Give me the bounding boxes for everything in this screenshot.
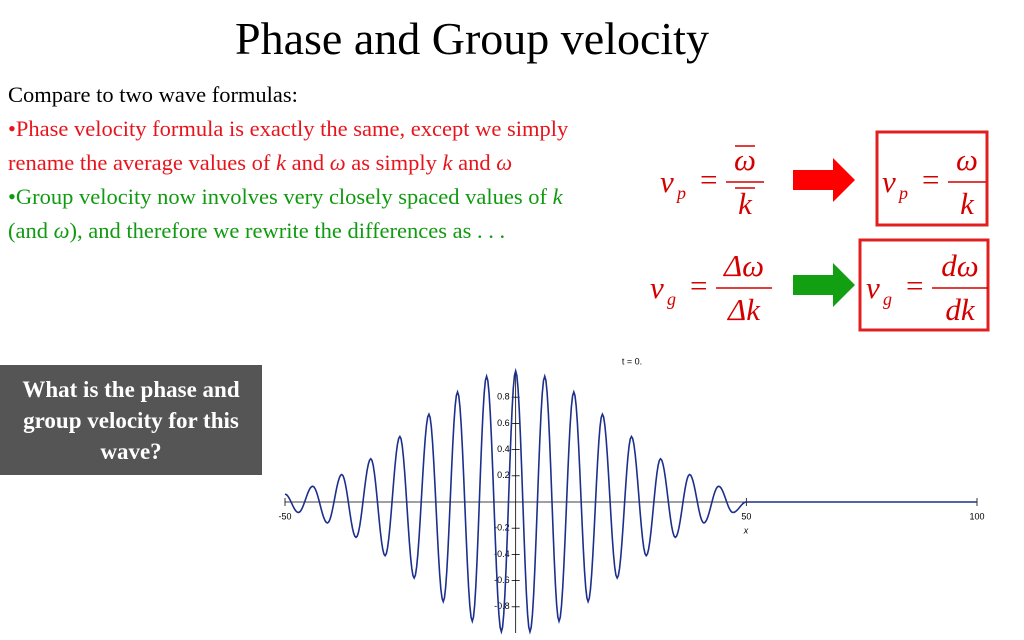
question-box: What is the phase and group velocity for…	[0, 365, 262, 475]
formula-num: dω	[941, 248, 978, 283]
bullet: •Group velocity now involves very closel…	[8, 180, 600, 248]
y-tick-label: 0.4	[497, 444, 510, 454]
formula-den: k	[738, 186, 753, 221]
formula-den: dk	[945, 292, 976, 327]
text-run: k	[552, 184, 563, 209]
formula-sub: p	[897, 183, 908, 203]
x-tick-label: 50	[741, 511, 751, 521]
bullet: •Phase velocity formula is exactly the s…	[8, 112, 600, 180]
text-run: ω	[496, 150, 513, 175]
formula-den: k	[960, 186, 975, 221]
text-run: as simply	[345, 150, 443, 175]
formula-var: v	[882, 164, 896, 199]
text-run: ω	[329, 150, 346, 175]
y-tick-label: -0.6	[494, 575, 510, 585]
text-run: k	[275, 150, 286, 175]
result-box	[875, 130, 989, 227]
result-box	[858, 238, 990, 332]
text-run: ), and therefore we rewrite the differen…	[69, 218, 506, 243]
formula-var: v	[650, 270, 664, 305]
formula-num: Δω	[722, 248, 764, 283]
formula-eq: =	[690, 268, 707, 303]
x-axis-label: x	[743, 525, 749, 535]
green-arrow	[793, 263, 855, 307]
red-arrow	[793, 158, 855, 202]
formula-num: ω	[734, 142, 756, 177]
y-tick-label: 0.2	[497, 470, 510, 480]
formula-eq: =	[906, 268, 923, 303]
text-run: and	[285, 150, 330, 175]
plot-title: t = 0.	[622, 356, 642, 366]
text-run: •Group velocity now involves very closel…	[8, 184, 553, 209]
formula-sub: p	[675, 183, 686, 203]
y-tick-label: 0.8	[497, 392, 510, 402]
text-run: (and	[8, 218, 54, 243]
x-tick-label: -50	[278, 511, 291, 521]
wave-curve	[284, 367, 977, 635]
formula-sub: g	[667, 289, 676, 309]
text-run: k	[442, 150, 453, 175]
y-tick-label: -0.2	[494, 523, 510, 533]
text-run: and	[452, 150, 497, 175]
x-tick-label: 100	[969, 511, 984, 521]
intro: Compare to two wave formulas:	[8, 82, 298, 107]
question: What is the phase and group velocity for…	[22, 376, 240, 464]
text-run: •Phase velocity formula is exactly the s…	[8, 116, 569, 175]
formula-sub: g	[883, 289, 892, 309]
y-tick-label: -0.4	[494, 549, 510, 559]
formula-den: Δk	[726, 292, 761, 327]
formula-var: v	[660, 164, 674, 199]
body-text: Compare to two wave formulas: •Phase vel…	[8, 78, 600, 248]
text-run: ω	[53, 218, 70, 243]
formula-num: ω	[956, 142, 978, 177]
formula-eq: =	[700, 162, 717, 197]
formula-eq: =	[922, 162, 939, 197]
title: Phase and Group velocity	[235, 13, 709, 64]
y-tick-label: 0.6	[497, 418, 510, 428]
y-tick-label: -0.8	[494, 601, 510, 611]
formula-var: v	[866, 270, 880, 305]
